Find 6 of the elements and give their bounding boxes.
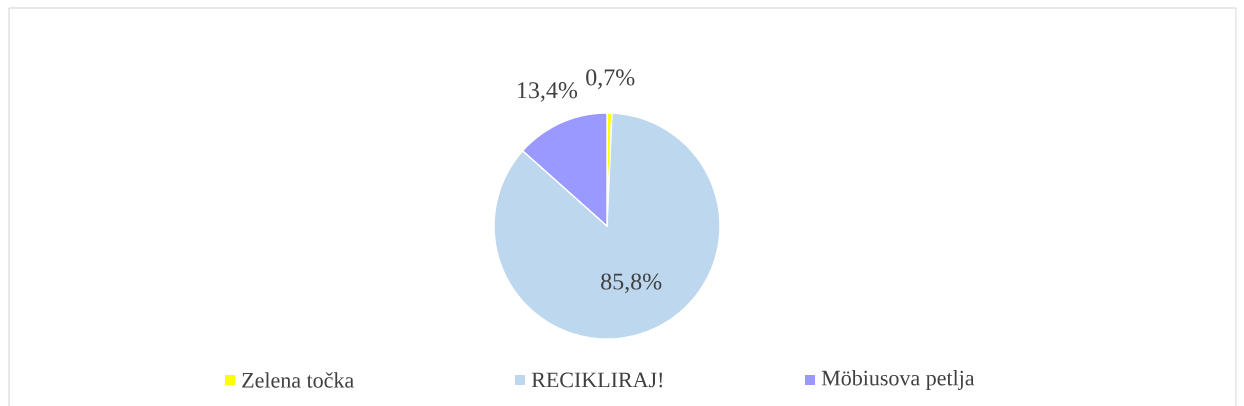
data-label: 13,4% xyxy=(518,82,578,102)
legend-label: RECIKLIRAJ! xyxy=(531,372,663,388)
legend-label: Zelena točka xyxy=(242,372,354,388)
legend-label: Möbiusova petlja xyxy=(821,370,975,390)
data-label: 0,7% xyxy=(586,69,635,89)
data-label: 85,8% xyxy=(601,273,662,294)
